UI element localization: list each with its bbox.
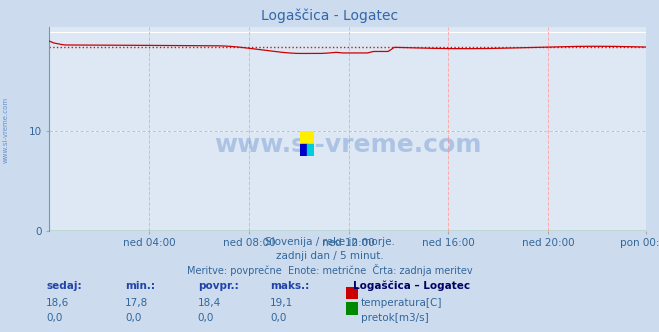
Text: 0,0: 0,0 [46, 313, 63, 323]
Text: 18,4: 18,4 [198, 298, 221, 308]
Text: 0,0: 0,0 [125, 313, 142, 323]
Text: sedaj:: sedaj: [46, 281, 82, 290]
Bar [300, 131, 314, 143]
Text: 19,1: 19,1 [270, 298, 293, 308]
Polygon shape [307, 143, 314, 156]
Polygon shape [300, 143, 307, 156]
Text: 18,6: 18,6 [46, 298, 69, 308]
Text: pretok[m3/s]: pretok[m3/s] [361, 313, 429, 323]
Text: Logaščica - Logatec: Logaščica - Logatec [261, 8, 398, 23]
Text: povpr.:: povpr.: [198, 281, 239, 290]
Text: Meritve: povprečne  Enote: metrične  Črta: zadnja meritev: Meritve: povprečne Enote: metrične Črta:… [186, 264, 473, 276]
Text: min.:: min.: [125, 281, 156, 290]
Text: 17,8: 17,8 [125, 298, 148, 308]
Text: Logaščica – Logatec: Logaščica – Logatec [353, 281, 470, 291]
Text: www.si-vreme.com: www.si-vreme.com [214, 133, 481, 157]
Text: Slovenija / reke in morje.: Slovenija / reke in morje. [264, 237, 395, 247]
Text: zadnji dan / 5 minut.: zadnji dan / 5 minut. [275, 251, 384, 261]
Text: www.si-vreme.com: www.si-vreme.com [2, 96, 9, 163]
Text: temperatura[C]: temperatura[C] [361, 298, 443, 308]
Text: maks.:: maks.: [270, 281, 310, 290]
Text: 0,0: 0,0 [270, 313, 287, 323]
Text: 0,0: 0,0 [198, 313, 214, 323]
